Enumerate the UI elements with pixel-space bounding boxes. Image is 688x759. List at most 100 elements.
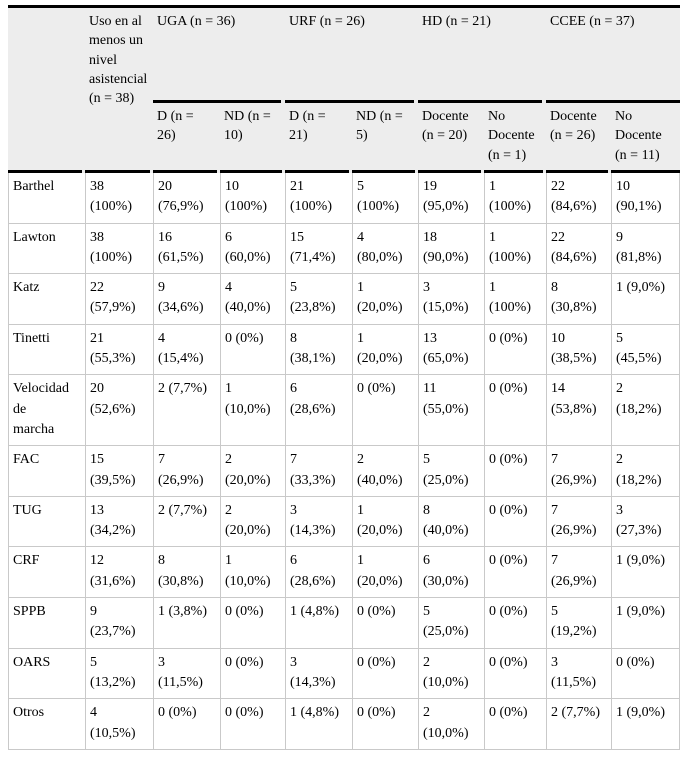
subheader-label: No Docente (n = 11) — [615, 109, 662, 163]
value-text: 1 (100%) — [489, 179, 531, 215]
value-cell: 2 (7,7%) — [546, 698, 612, 750]
value-cell: 6 (30,0%) — [418, 546, 484, 598]
value-text: 16 (61,5%) — [158, 229, 204, 265]
value-text: 0 (0%) — [489, 330, 528, 346]
value-cell: 0 (0%) — [484, 495, 547, 547]
row-label-cell: Otros — [8, 698, 85, 750]
table-row: SPPB 9 (23,7%) 1 (3,8%) 0 (0%) 1 (4,8%) 0 (0%… — [8, 597, 681, 648]
row-label-cell: OARS — [8, 647, 85, 699]
value-text: 0 (0%) — [616, 654, 655, 670]
group-header-row: Uso en al menos un nivel asistencial (n … — [8, 8, 681, 173]
value-text: 1 (100%) — [489, 280, 531, 316]
subheader-label: No Docente (n = 1) — [488, 109, 535, 163]
value-text: 5 (25,0%) — [423, 452, 469, 488]
row-label-cell: FAC — [8, 445, 85, 496]
subheader-label: D (n = 21) — [289, 109, 326, 144]
value-cell: 38 (100%) — [85, 222, 153, 274]
row-label-cell: CRF — [8, 546, 85, 598]
value-cell: 3 (15,0%) — [418, 273, 484, 324]
value-text: 4 (15,4%) — [158, 330, 204, 367]
table-row: TUG 13 (34,2%) 2 (7,7%) 2 (20,0%) 3 (14,3%) 1… — [8, 495, 681, 547]
subheader-urf-d: D (n = 21) — [285, 103, 352, 173]
value-cell: 2 (18,2%) — [611, 374, 681, 446]
value-text: 20 (52,6%) — [90, 381, 136, 417]
value-text: 10 (100%) — [225, 179, 267, 215]
value-cell: 1 (20,0%) — [352, 546, 418, 598]
value-text: 1 (20,0%) — [357, 502, 403, 539]
value-cell: 0 (0%) — [484, 546, 547, 598]
value-cell: 10 (100%) — [220, 173, 285, 223]
value-cell: 3 (11,5%) — [546, 647, 612, 699]
value-text: 21 (55,3%) — [90, 330, 136, 367]
value-text: 6 (28,6%) — [290, 381, 336, 417]
value-cell: 6 (28,6%) — [285, 374, 352, 446]
value-cell: 1 (100%) — [484, 222, 547, 274]
value-text: 3 (14,3%) — [290, 654, 336, 690]
value-cell: 1 (20,0%) — [352, 323, 418, 375]
value-text: 2 (40,0%) — [357, 452, 403, 488]
subheader-label: Docente (n = 26) — [550, 109, 597, 144]
group-header-uga: UGA (n = 36) — [153, 8, 285, 103]
value-cell: 1 (3,8%) — [153, 597, 220, 648]
row-label-cell: TUG — [8, 495, 85, 547]
value-text: 0 (0%) — [357, 654, 396, 670]
row-label: TUG — [13, 502, 42, 518]
value-text: 14 (53,8%) — [551, 381, 597, 417]
value-text: 0 (0%) — [225, 330, 264, 346]
value-text: 2 (18,2%) — [616, 381, 662, 417]
value-text: 0 (0%) — [158, 705, 197, 721]
value-text: 1 (4,8%) — [290, 705, 339, 721]
value-cell: 15 (71,4%) — [285, 222, 352, 274]
value-cell: 18 (90,0%) — [418, 222, 484, 274]
value-cell: 4 (10,5%) — [85, 698, 153, 750]
value-cell: 5 (13,2%) — [85, 647, 153, 699]
value-cell: 9 (34,6%) — [153, 273, 220, 324]
value-cell: 13 (65,0%) — [418, 323, 484, 375]
value-cell: 1 (9,0%) — [611, 597, 681, 648]
value-cell: 0 (0%) — [220, 597, 285, 648]
value-cell: 1 (20,0%) — [352, 273, 418, 324]
value-cell: 12 (31,6%) — [85, 546, 153, 598]
value-text: 13 (34,2%) — [90, 502, 136, 539]
value-text: 21 (100%) — [290, 179, 332, 215]
uso-header-label: Uso en al menos un nivel asistencial (n … — [89, 14, 148, 107]
value-cell: 8 (30,8%) — [153, 546, 220, 598]
value-text: 13 (65,0%) — [423, 330, 469, 367]
value-text: 3 (15,0%) — [423, 280, 469, 316]
value-text: 6 (60,0%) — [225, 229, 271, 265]
group-label-uga: UGA (n = 36) — [157, 14, 236, 29]
value-cell: 21 (55,3%) — [85, 323, 153, 375]
value-cell: 0 (0%) — [153, 698, 220, 750]
value-cell: 0 (0%) — [484, 374, 547, 446]
value-cell: 1 (4,8%) — [285, 597, 352, 648]
value-text: 1 (20,0%) — [357, 330, 403, 367]
value-cell: 22 (84,6%) — [546, 222, 612, 274]
value-text: 1 (100%) — [489, 229, 531, 265]
value-cell: 7 (33,3%) — [285, 445, 352, 496]
value-cell: 4 (80,0%) — [352, 222, 418, 274]
value-text: 10 (38,5%) — [551, 330, 597, 367]
subheader-label: ND (n = 5) — [356, 109, 403, 144]
value-text: 15 (71,4%) — [290, 229, 336, 265]
table-row: Velocidad de marcha 20 (52,6%) 2 (7,7%) 1 (… — [8, 374, 681, 446]
value-cell: 0 (0%) — [484, 597, 547, 648]
value-cell: 0 (0%) — [484, 323, 547, 375]
value-cell: 1 (10,0%) — [220, 374, 285, 446]
value-cell: 16 (61,5%) — [153, 222, 220, 274]
value-text: 0 (0%) — [489, 604, 528, 620]
value-cell: 20 (76,9%) — [153, 173, 220, 223]
value-text: 1 (20,0%) — [357, 553, 403, 589]
value-text: 1 (10,0%) — [225, 381, 271, 417]
value-text: 22 (84,6%) — [551, 179, 597, 215]
table-row: Tinetti 21 (55,3%) 4 (15,4%) 0 (0%) 8 (38,1%… — [8, 323, 681, 375]
value-cell: 38 (100%) — [85, 173, 153, 223]
value-text: 2 (20,0%) — [225, 502, 271, 539]
value-text: 7 (26,9%) — [551, 553, 597, 589]
value-cell: 9 (23,7%) — [85, 597, 153, 648]
value-text: 1 (3,8%) — [158, 604, 207, 620]
value-text: 0 (0%) — [489, 705, 528, 721]
value-text: 1 (9,0%) — [616, 604, 666, 620]
group-label-hd: HD (n = 21) — [422, 14, 491, 29]
value-cell: 22 (84,6%) — [546, 173, 612, 223]
